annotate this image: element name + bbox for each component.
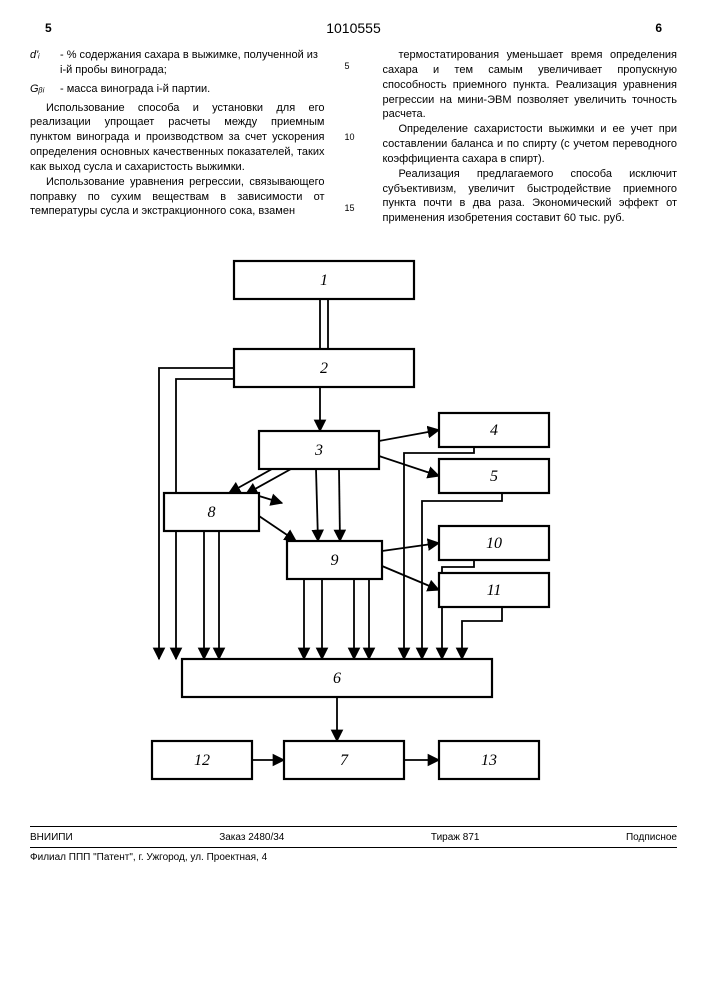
diagram-node-label-6: 6 (333, 670, 341, 687)
flowchart-diagram: 12345891011671213 (30, 241, 677, 801)
footer-line-1: ВНИИПИ Заказ 2480/34 Тираж 871 Подписное (30, 826, 677, 843)
marker-5: 5 (345, 60, 363, 72)
page-num-right: 6 (655, 20, 662, 36)
diagram-node-label-13: 13 (481, 752, 497, 769)
diagram-node-label-3: 3 (314, 442, 323, 459)
left-column: 5 d'ᵢ - % содержания сахара в выжимке, п… (30, 48, 325, 226)
def2-symbol: Gᵦᵢ (30, 82, 60, 97)
right-para-2: Определение сахаристости выжимки и ее уч… (383, 122, 678, 167)
def1-symbol: d'ᵢ (30, 48, 60, 78)
text-columns: 5 d'ᵢ - % содержания сахара в выжимке, п… (30, 48, 677, 226)
def2-text: - масса винограда i-й партии. (60, 82, 325, 97)
right-para-3: Реализация предлагаемого способа исключи… (383, 167, 678, 226)
marker-15: 15 (345, 202, 363, 214)
flowchart-svg: 12345891011671213 (104, 241, 604, 801)
diagram-node-label-7: 7 (340, 752, 349, 769)
diagram-node-label-2: 2 (320, 360, 328, 377)
definition-2: Gᵦᵢ - масса винограда i-й партии. (30, 82, 325, 97)
left-para-2: Использование уравнения регрессии, связы… (30, 175, 325, 220)
footer-tirazh: Тираж 871 (431, 832, 480, 843)
marker-10: 10 (345, 131, 363, 143)
footer-org: ВНИИПИ (30, 832, 73, 843)
diagram-node-label-10: 10 (486, 535, 502, 552)
diagram-node-label-5: 5 (490, 468, 498, 485)
diagram-node-label-1: 1 (320, 272, 328, 289)
footer-sub: Подписное (626, 832, 677, 843)
page-num-left: 5 (45, 20, 52, 36)
def1-text: - % содержания сахара в выжимке, получен… (60, 48, 325, 78)
left-para-1: Использование способа и установки для ег… (30, 101, 325, 175)
right-column: 6 термостатирования уменьшает время опре… (383, 48, 678, 226)
line-markers: 5 10 15 (345, 48, 363, 226)
footer-line-2: Филиал ППП "Патент", г. Ужгород, ул. Про… (30, 847, 677, 863)
diagram-node-label-11: 11 (486, 582, 501, 599)
diagram-node-label-4: 4 (490, 422, 498, 439)
doc-number: 1010555 (30, 20, 677, 36)
diagram-node-label-12: 12 (194, 752, 210, 769)
right-para-1: термостатирования уменьшает время опреде… (383, 48, 678, 122)
footer-order: Заказ 2480/34 (219, 832, 284, 843)
diagram-node-label-8: 8 (207, 504, 215, 521)
diagram-node-label-9: 9 (330, 552, 338, 569)
footer-address: Филиал ППП "Патент", г. Ужгород, ул. Про… (30, 852, 267, 863)
footer: ВНИИПИ Заказ 2480/34 Тираж 871 Подписное… (30, 826, 677, 863)
definition-1: d'ᵢ - % содержания сахара в выжимке, пол… (30, 48, 325, 78)
